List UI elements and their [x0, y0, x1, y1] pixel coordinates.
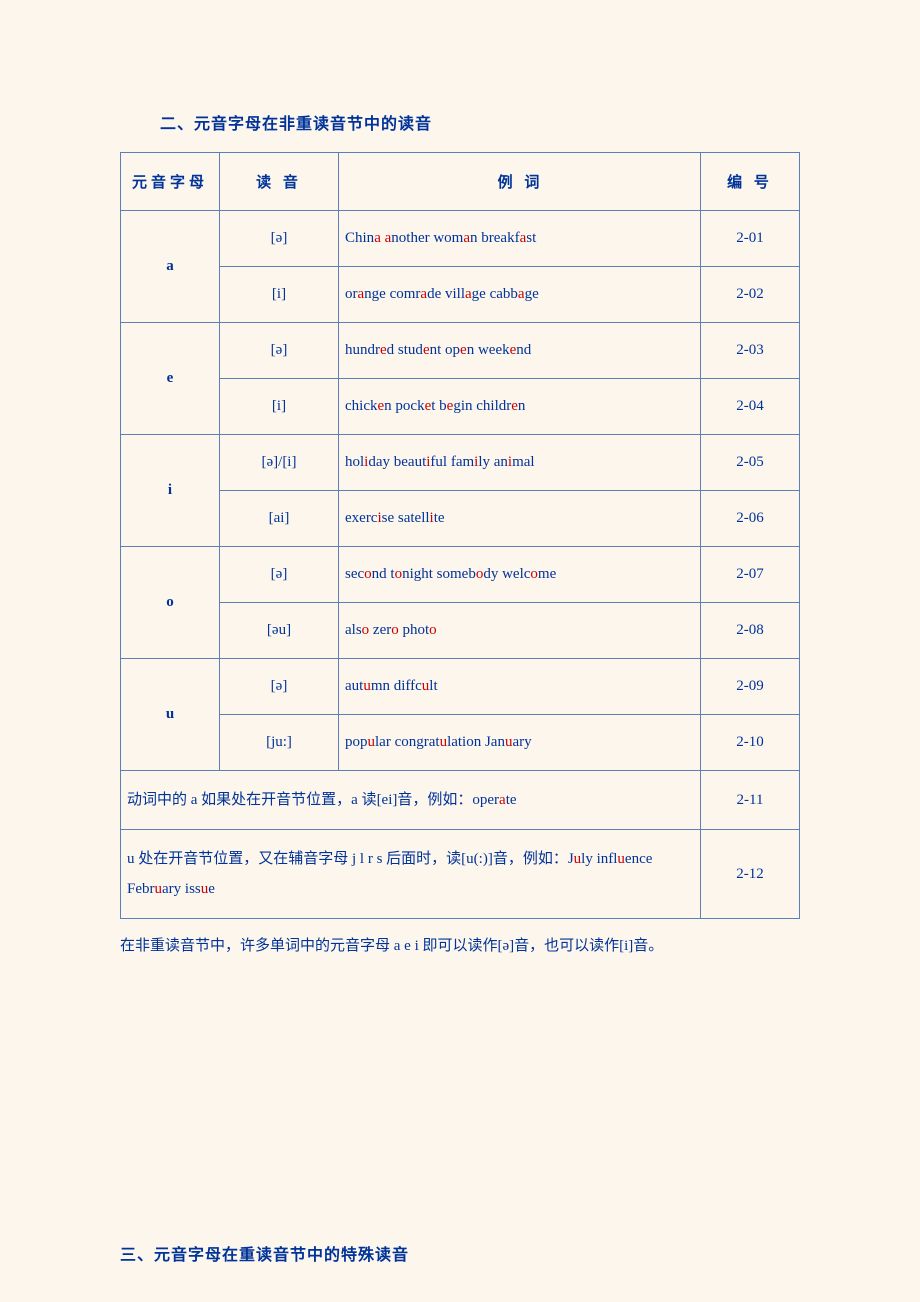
- example-cell: exercise satellite: [339, 491, 701, 547]
- vowel-letter-cell: o: [121, 547, 220, 659]
- example-cell: China another woman breakfast: [339, 211, 701, 267]
- col-header-number: 编 号: [701, 153, 800, 211]
- number-cell: 2-11: [701, 771, 800, 830]
- section-3-heading: 三、元音字母在重读音节中的特殊读音: [120, 1241, 800, 1265]
- example-cell: chicken pocket begin children: [339, 379, 701, 435]
- sound-cell: [ә]: [220, 211, 339, 267]
- example-cell: autumn diffcult: [339, 659, 701, 715]
- sound-cell: [ә]/[i]: [220, 435, 339, 491]
- sound-cell: [i]: [220, 379, 339, 435]
- after-table-note: 在非重读音节中，许多单词中的元音字母 a e i 即可以读作[ә]音，也可以读作…: [120, 931, 800, 961]
- sound-cell: [ә]: [220, 547, 339, 603]
- example-cell: second tonight somebody welcome: [339, 547, 701, 603]
- example-cell: also zero photo: [339, 603, 701, 659]
- vowel-letter-cell: a: [121, 211, 220, 323]
- col-header-sound: 读 音: [220, 153, 339, 211]
- table-row: [әu]also zero photo2-08: [121, 603, 800, 659]
- number-cell: 2-10: [701, 715, 800, 771]
- number-cell: 2-05: [701, 435, 800, 491]
- number-cell: 2-06: [701, 491, 800, 547]
- number-cell: 2-07: [701, 547, 800, 603]
- vowel-letter-cell: u: [121, 659, 220, 771]
- col-header-letter: 元音字母: [121, 153, 220, 211]
- table-note-row: u 处在开音节位置，又在辅音字母 j l r s 后面时，读[u(:)]音，例如…: [121, 830, 800, 919]
- vowel-letter-cell: e: [121, 323, 220, 435]
- sound-cell: [ә]: [220, 659, 339, 715]
- table-row: [ai]exercise satellite2-06: [121, 491, 800, 547]
- number-cell: 2-01: [701, 211, 800, 267]
- table-row: [i]chicken pocket begin children2-04: [121, 379, 800, 435]
- number-cell: 2-12: [701, 830, 800, 919]
- sound-cell: [әu]: [220, 603, 339, 659]
- sound-cell: [ju:]: [220, 715, 339, 771]
- col-header-example: 例 词: [339, 153, 701, 211]
- example-cell: hundred student open weekend: [339, 323, 701, 379]
- number-cell: 2-08: [701, 603, 800, 659]
- example-cell: orange comrade village cabbage: [339, 267, 701, 323]
- vowel-letter-cell: i: [121, 435, 220, 547]
- table-row: a[ә]China another woman breakfast2-01: [121, 211, 800, 267]
- table-row: e[ә]hundred student open weekend2-03: [121, 323, 800, 379]
- table-row: o[ә]second tonight somebody welcome2-07: [121, 547, 800, 603]
- sound-cell: [ai]: [220, 491, 339, 547]
- example-cell: popular congratulation January: [339, 715, 701, 771]
- pronunciation-table: 元音字母 读 音 例 词 编 号 a[ә]China another woman…: [120, 152, 800, 919]
- note-text-cell: u 处在开音节位置，又在辅音字母 j l r s 后面时，读[u(:)]音，例如…: [121, 830, 701, 919]
- sound-cell: [i]: [220, 267, 339, 323]
- sound-cell: [ә]: [220, 323, 339, 379]
- table-note-row: 动词中的 a 如果处在开音节位置，a 读[ei]音，例如：operate2-11: [121, 771, 800, 830]
- table-row: [i]orange comrade village cabbage2-02: [121, 267, 800, 323]
- page: 二、元音字母在非重读音节中的读音 元音字母 读 音 例 词 编 号 a[ә]Ch…: [0, 0, 920, 1302]
- table-row: i[ә]/[i]holiday beautiful family animal2…: [121, 435, 800, 491]
- number-cell: 2-04: [701, 379, 800, 435]
- example-cell: holiday beautiful family animal: [339, 435, 701, 491]
- number-cell: 2-02: [701, 267, 800, 323]
- number-cell: 2-09: [701, 659, 800, 715]
- table-row: [ju:]popular congratulation January2-10: [121, 715, 800, 771]
- table-row: u[ә]autumn diffcult2-09: [121, 659, 800, 715]
- note-text-cell: 动词中的 a 如果处在开音节位置，a 读[ei]音，例如：operate: [121, 771, 701, 830]
- section-2-heading: 二、元音字母在非重读音节中的读音: [120, 110, 800, 134]
- number-cell: 2-03: [701, 323, 800, 379]
- table-header-row: 元音字母 读 音 例 词 编 号: [121, 153, 800, 211]
